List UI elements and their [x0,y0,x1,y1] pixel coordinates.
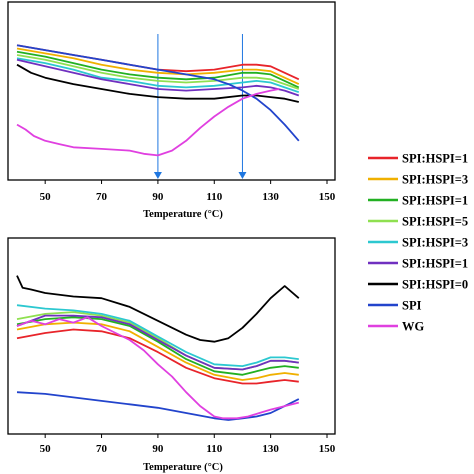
marker-arrow-120 [238,172,247,179]
legend-label-6: SPI:HSPI=0 [402,278,468,292]
bottom-series-line-7 [16,391,300,421]
bottom-x-tick-label-70: 70 [96,443,108,455]
top-series-line-6 [16,63,300,103]
legend: SPI:HSPI=1 SPI:HSPI=3 SPI:HSPI=1 SPI:HSPI=5… [368,152,468,334]
bottom-series-line-6 [16,275,300,343]
legend-label-5: SPI:HSPI=1 [402,257,468,271]
top-series-line-4 [16,57,300,94]
bottom-series-line-8 [16,316,300,420]
top-series-line-8 [16,88,280,157]
legend-label-8: WG [402,320,425,334]
bottom-series-line-0 [16,328,299,385]
bottom-x-tick-label-110: 110 [206,443,222,455]
top-x-axis-label: Temperature (°C) [143,209,223,220]
top-x-tick-label-110: 110 [206,191,222,203]
legend-label-0: SPI:HSPI=1 [402,152,468,166]
top-series-line-5 [16,58,300,97]
marker-arrow-90 [153,172,162,179]
top-x-tick-label-90: 90 [152,191,164,203]
legend-label-7: SPI [402,299,422,313]
top-series-line-7 [16,44,300,142]
top-plot-frame [7,1,336,181]
top-x-tick-label-50: 50 [40,191,52,203]
bottom-x-tick-label-90: 90 [152,443,164,455]
bottom-x-tick-label-50: 50 [40,443,52,455]
bottom-x-tick-label-130: 130 [262,443,279,455]
top-series-line-3 [16,54,300,90]
top-x-tick-label-130: 130 [262,191,279,203]
bottom-x-axis-label: Temperature (°C) [143,462,223,473]
legend-label-1: SPI:HSPI=3 [402,173,468,187]
bottom-panel: 50 70 90 110 130 150 Temperature (°C) [7,237,336,473]
bottom-x-tick-label-150: 150 [319,443,336,455]
top-panel: 50 70 90 110 130 150 Temperature (°C) [7,1,336,220]
legend-label-3: SPI:HSPI=5 [402,215,468,229]
top-series-line-2 [16,50,300,89]
top-x-tick-label-70: 70 [96,191,108,203]
legend-label-2: SPI:HSPI=1 [402,194,468,208]
top-x-tick-label-150: 150 [319,191,336,203]
bottom-series-line-5 [16,314,299,371]
bottom-series-line-4 [16,304,299,367]
bottom-plot-frame [7,237,336,435]
legend-label-4: SPI:HSPI=3 [402,236,468,250]
bottom-series-line-2 [16,316,299,376]
